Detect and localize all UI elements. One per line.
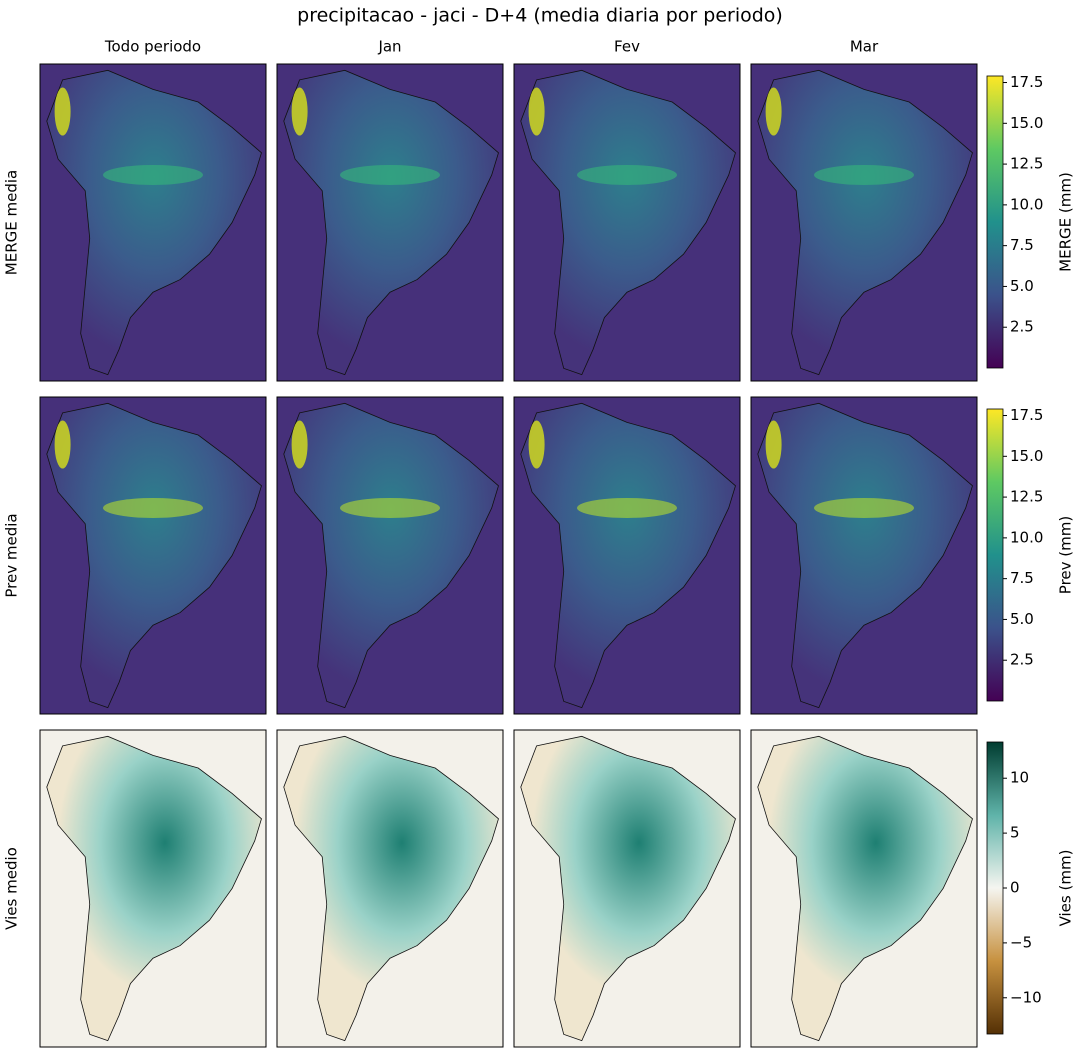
rain-band (291, 420, 308, 469)
rain-band (340, 497, 440, 518)
continent (520, 402, 736, 709)
rain-band (291, 87, 308, 136)
rain-band (528, 87, 545, 136)
map-frame (39, 63, 267, 382)
map-frame (39, 396, 267, 715)
row-label: Prev media (3, 513, 21, 597)
colorbar-label: Prev (mm) (1057, 516, 1075, 594)
row-label: Vies medio (3, 847, 21, 930)
colorbar-label: Vies (mm) (1057, 850, 1075, 927)
continent (283, 69, 499, 376)
continent (757, 402, 973, 709)
rain-band (577, 164, 677, 185)
map-panel (513, 729, 741, 1048)
map-panel (750, 63, 978, 382)
continent (520, 735, 736, 1042)
colorbar (986, 408, 1004, 702)
rain-band (54, 420, 71, 469)
colorbar-tick-label: 2.5 (1010, 651, 1034, 669)
continent (283, 402, 499, 709)
colorbar-tick-label: 17.5 (1010, 73, 1043, 91)
figure-title: precipitacao - jaci - D+4 (media diaria … (297, 5, 783, 27)
colorbar-tick-label: 7.5 (1010, 569, 1034, 587)
map-frame (276, 396, 504, 715)
continent (520, 69, 736, 376)
map-panel (513, 396, 741, 715)
map-panel (39, 729, 267, 1048)
map-panel (750, 729, 978, 1048)
colorbar-tick-label: −10 (1010, 988, 1042, 1006)
colorbar (986, 75, 1004, 369)
column-title: Mar (850, 38, 879, 56)
map-frame (513, 63, 741, 382)
colorbar-tick-label: 17.5 (1010, 406, 1043, 424)
colorbar-tick-label: 5.0 (1010, 610, 1034, 628)
rain-band (765, 87, 782, 136)
colorbar-tick-label: 12.5 (1010, 488, 1043, 506)
map-frame (39, 729, 267, 1048)
colorbar-tick-label: 10.0 (1010, 528, 1043, 546)
map-panel (750, 396, 978, 715)
column-title: Todo periodo (104, 38, 201, 56)
column-title: Jan (377, 38, 401, 56)
map-frame (750, 63, 978, 382)
rain-band (814, 164, 914, 185)
map-panel (276, 63, 504, 382)
column-title: Fev (614, 38, 640, 56)
colorbar-tick-label: 15.0 (1010, 447, 1043, 465)
colorbar-tick-label: 15.0 (1010, 114, 1043, 132)
colorbar-tick-label: −5 (1010, 933, 1032, 951)
map-frame (513, 396, 741, 715)
continent (757, 735, 973, 1042)
map-panel (513, 63, 741, 382)
map-frame (276, 729, 504, 1048)
map-panel (276, 729, 504, 1048)
colorbar (986, 741, 1004, 1035)
row-label: MERGE media (3, 170, 21, 275)
map-frame (513, 729, 741, 1048)
colorbar-label: MERGE (mm) (1057, 172, 1075, 272)
colorbar-tick-label: 12.5 (1010, 155, 1043, 173)
colorbar-tick-label: 5 (1010, 824, 1020, 842)
continent (46, 735, 262, 1042)
rain-band (54, 87, 71, 136)
map-panel (39, 396, 267, 715)
continent (757, 69, 973, 376)
rain-band (103, 164, 203, 185)
rain-band (340, 164, 440, 185)
colorbar-tick-label: 5.0 (1010, 277, 1034, 295)
map-frame (750, 396, 978, 715)
rain-band (103, 497, 203, 518)
rain-band (814, 497, 914, 518)
colorbar-tick-label: 0 (1010, 879, 1020, 897)
colorbar-tick-label: 10 (1010, 769, 1029, 787)
colorbar-tick-label: 10.0 (1010, 195, 1043, 213)
map-panel (39, 63, 267, 382)
rain-band (577, 497, 677, 518)
colorbar-tick-label: 7.5 (1010, 236, 1034, 254)
map-frame (276, 63, 504, 382)
continent (46, 69, 262, 376)
continent (283, 735, 499, 1042)
map-frame (750, 729, 978, 1048)
colorbar-tick-label: 2.5 (1010, 318, 1034, 336)
rain-band (765, 420, 782, 469)
map-panel (276, 396, 504, 715)
rain-band (528, 420, 545, 469)
continent (46, 402, 262, 709)
